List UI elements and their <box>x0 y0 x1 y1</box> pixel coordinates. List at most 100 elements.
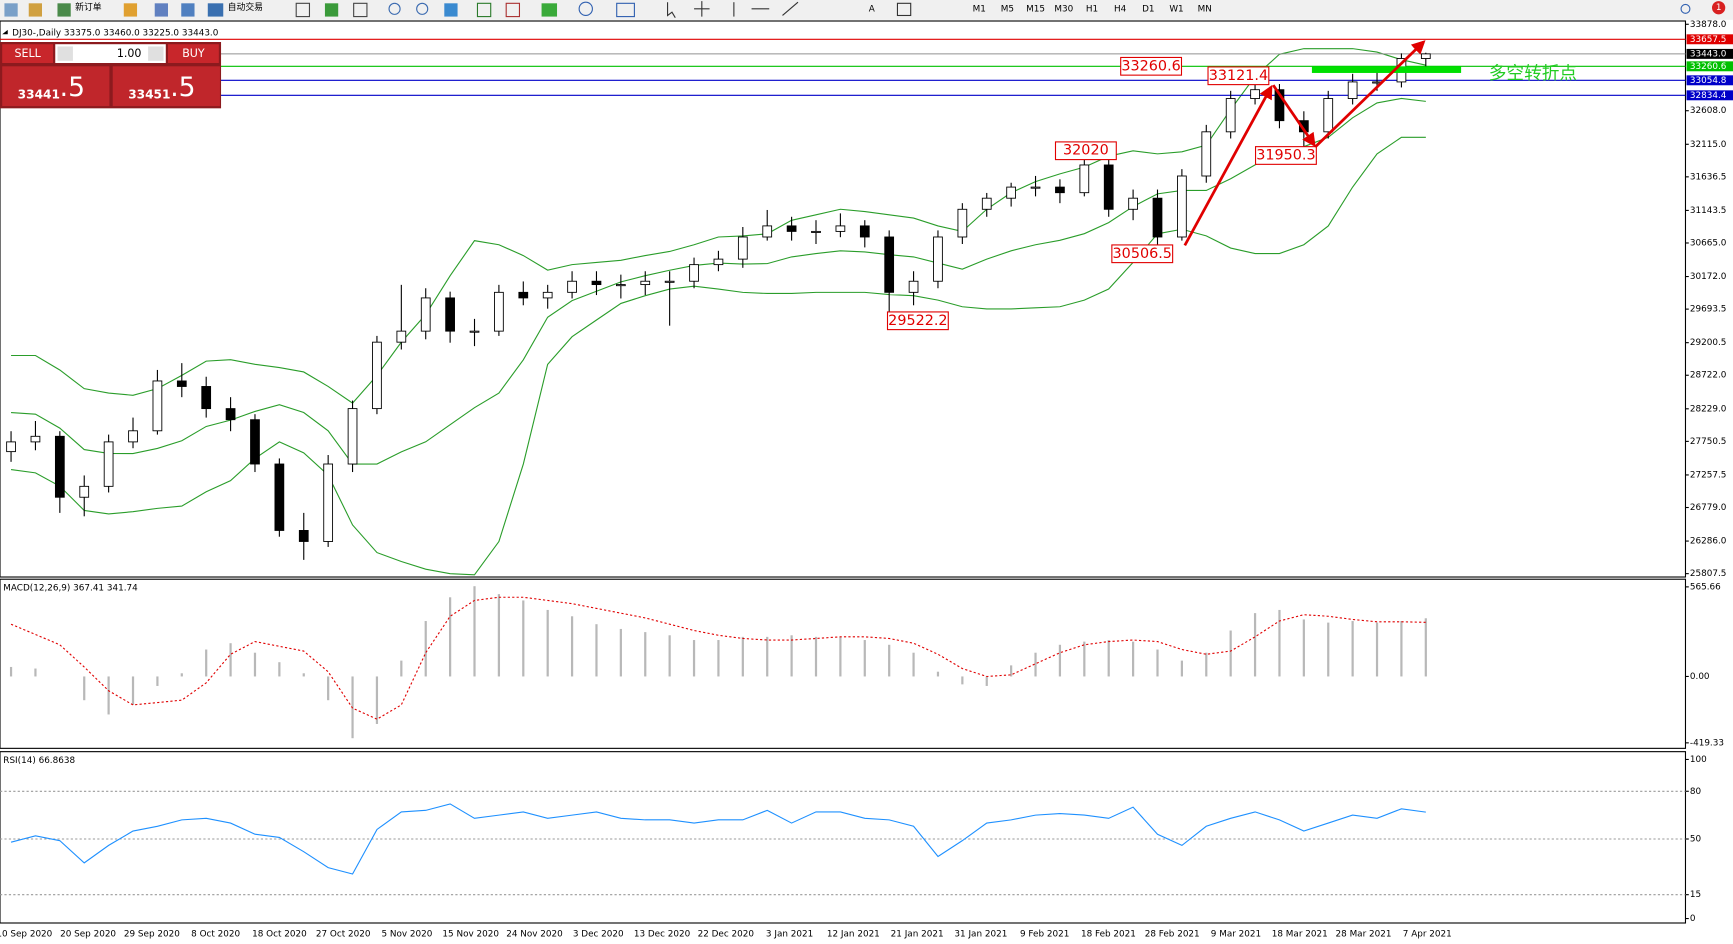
candle-body <box>1030 186 1041 189</box>
icon[interactable] <box>444 3 458 17</box>
icon[interactable] <box>353 2 368 18</box>
x-tick-label: 10 Sep 2020 <box>0 930 53 940</box>
macd-bar <box>205 649 208 677</box>
x-tick-label: 28 Feb 2021 <box>1145 930 1200 940</box>
x-tick-label: 22 Dec 2020 <box>698 930 755 940</box>
bid-pips[interactable]: .5 <box>60 72 85 103</box>
icon[interactable] <box>476 2 492 18</box>
price-level-label: 32834.4 <box>1690 91 1727 101</box>
macd-bar <box>1010 665 1013 677</box>
trendline[interactable] <box>782 1 799 16</box>
price-annotation: 33260.6 <box>1121 58 1180 74</box>
x-tick-label: 31 Jan 2021 <box>954 930 1007 940</box>
candle-body <box>1079 164 1090 194</box>
macd-bar <box>1107 640 1110 677</box>
price-level-label: 33260.6 <box>1690 62 1727 72</box>
icon[interactable] <box>123 3 138 17</box>
candle-body <box>152 380 163 432</box>
volume-up[interactable] <box>148 46 164 61</box>
volume-input[interactable] <box>55 44 166 64</box>
macd-bar <box>961 676 964 685</box>
ask-pips[interactable]: .5 <box>170 72 195 103</box>
sell-button[interactable] <box>2 44 54 64</box>
candle-body <box>494 291 504 332</box>
candle-body <box>786 225 797 232</box>
new-order-icon[interactable] <box>57 3 71 17</box>
candle-body <box>372 341 382 410</box>
icon[interactable] <box>324 3 339 17</box>
x-tick-label: 8 Oct 2020 <box>191 930 240 940</box>
timeframe-button[interactable]: H1 <box>1086 4 1098 14</box>
search[interactable] <box>1680 3 1691 14</box>
signal-line <box>10 596 1426 720</box>
y-tick-label: 28722.0 <box>1690 371 1727 381</box>
macd-bar <box>888 644 891 677</box>
new-order-button[interactable]: 新订单 <box>75 1 102 13</box>
zoom-out[interactable] <box>416 2 429 15</box>
buy-price-box[interactable] <box>112 66 220 107</box>
timeframe-button[interactable]: M1 <box>973 4 986 14</box>
macd-bar <box>375 676 379 724</box>
timeframe-button[interactable]: H4 <box>1114 4 1127 14</box>
candle-body <box>713 258 724 266</box>
y-tick-label: 29200.5 <box>1690 338 1727 348</box>
candle-body <box>445 297 455 332</box>
timeframe-button[interactable]: W1 <box>1169 4 1183 14</box>
timeframe-button[interactable]: M5 <box>1001 4 1014 14</box>
bid-price[interactable]: 33441 <box>18 88 60 102</box>
icon[interactable] <box>4 3 18 17</box>
timeframe-button[interactable]: M30 <box>1054 4 1073 14</box>
y-tick-label: -419.33 <box>1690 738 1724 748</box>
buy-button[interactable] <box>167 44 219 64</box>
y-tick-label: 26779.0 <box>1690 503 1727 513</box>
macd-bar <box>278 662 281 677</box>
candle-body <box>274 463 285 531</box>
icon[interactable] <box>505 2 521 18</box>
y-tick-label: 100 <box>1690 755 1707 765</box>
auto-trading-icon[interactable] <box>207 3 224 17</box>
ask-price[interactable]: 33451 <box>128 88 170 102</box>
label-tool[interactable] <box>896 2 912 17</box>
rsi-title: RSI(14) 66.8638 <box>3 756 75 766</box>
notification-badge[interactable] <box>1712 1 1726 15</box>
candle-body <box>981 197 992 210</box>
icon[interactable] <box>28 3 42 17</box>
candle-body <box>128 430 138 443</box>
candle-body <box>884 236 895 293</box>
volume-down[interactable] <box>57 46 73 61</box>
bollinger-band <box>10 136 1426 576</box>
buy-label[interactable]: BUY <box>182 47 205 60</box>
macd-bar <box>570 616 574 677</box>
candle-body <box>1274 89 1285 122</box>
macd-bar <box>180 673 183 677</box>
macd-bar <box>766 636 769 677</box>
zoom-in[interactable] <box>388 2 401 15</box>
macd-bar <box>449 597 452 677</box>
macd-bar <box>1302 619 1305 677</box>
volume-value[interactable]: 1.00 <box>117 47 142 60</box>
candle-body <box>347 408 358 465</box>
timeframe-button[interactable]: M15 <box>1026 4 1045 14</box>
icon[interactable] <box>154 3 168 17</box>
crosshair[interactable] <box>694 1 710 17</box>
timeframe-button[interactable]: D1 <box>1142 4 1154 14</box>
auto-trading-button[interactable]: 自动交易 <box>228 1 263 13</box>
turning-point-note: 多空转折点 <box>1489 63 1577 84</box>
timeframe-button[interactable]: MN <box>1198 4 1212 14</box>
icon[interactable] <box>181 3 195 17</box>
text-tool[interactable]: A <box>869 4 875 14</box>
price-annotation-box <box>1054 141 1117 161</box>
periods[interactable] <box>578 1 593 17</box>
cursor[interactable] <box>667 2 676 18</box>
indicators[interactable] <box>541 3 558 17</box>
templates[interactable] <box>616 2 635 18</box>
price-level-label: 33054.8 <box>1690 76 1727 86</box>
candle-body <box>542 291 553 299</box>
icon[interactable] <box>295 2 311 18</box>
bollinger-band <box>11 48 1426 404</box>
candle-body <box>250 419 260 465</box>
sell-price-box[interactable] <box>2 66 110 107</box>
sell-label[interactable]: SELL <box>14 47 41 60</box>
candle-body <box>811 230 821 233</box>
arrow <box>1314 40 1426 149</box>
